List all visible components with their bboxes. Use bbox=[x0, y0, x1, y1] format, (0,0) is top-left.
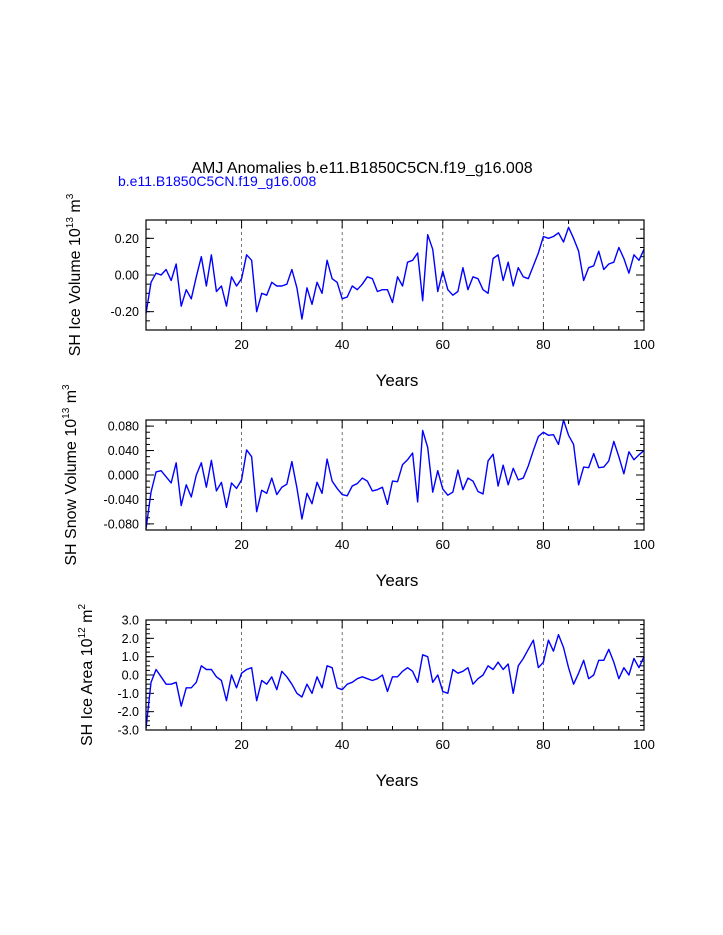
x-tick-label: 20 bbox=[234, 537, 248, 552]
x-tick-label: 60 bbox=[436, 337, 450, 352]
x-tick-label: 80 bbox=[536, 737, 550, 752]
plot-frame bbox=[145, 219, 645, 331]
y-tick-label: 1.0 bbox=[122, 650, 139, 664]
panels: 20 40 60 80 100 -0.20 0.00 0.20 Years SH Ice Volu… bbox=[61, 193, 655, 790]
x-tick-label: 20 bbox=[234, 337, 248, 352]
y-axis-label-unit: m bbox=[79, 610, 96, 628]
x-tick-label: 100 bbox=[633, 537, 655, 552]
y-tick-label: -0.080 bbox=[104, 517, 139, 531]
series-line bbox=[145, 419, 645, 529]
chart-panel-ice-area: 20 40 60 80 100 -3.0 -2.0 -1.0 0.0 1.0 2.0 3.0 Years… bbox=[77, 604, 655, 790]
y-axis-label-unit: m bbox=[63, 390, 80, 408]
x-axis-label: Years bbox=[376, 571, 419, 590]
y-axis-label: SH Ice Volume 1013 m3 bbox=[65, 193, 84, 356]
chart-title: AMJ Anomalies b.e11.B1850C5CN.f19_g16.00… bbox=[191, 160, 532, 177]
y-tick-label: -0.040 bbox=[104, 493, 139, 507]
y-axis-label-main: SH Ice Area 10 bbox=[79, 638, 96, 746]
x-tick-label: 80 bbox=[536, 337, 550, 352]
chart-panel-ice-volume: 20 40 60 80 100 -0.20 0.00 0.20 Years SH Ice Volu… bbox=[65, 193, 655, 390]
y-axis-label-exponent: 13 bbox=[65, 217, 76, 229]
y-tick-label: 0.000 bbox=[108, 469, 139, 483]
chart-panel-snow-volume: 20 40 60 80 100 -0.080 -0.040 0.000 0.040 0.080 Ye… bbox=[61, 384, 655, 590]
y-tick-label: 0.040 bbox=[108, 444, 139, 458]
x-tick-label: 60 bbox=[436, 737, 450, 752]
y-axis-label-unit-exponent: 3 bbox=[65, 193, 76, 199]
x-axis-label: Years bbox=[376, 771, 419, 790]
x-tick-label: 100 bbox=[633, 737, 655, 752]
x-axis-label: Years bbox=[376, 371, 419, 390]
y-axis-label: SH Ice Area 1012 m2 bbox=[77, 604, 96, 747]
y-axis-label-exponent: 13 bbox=[61, 407, 72, 419]
x-tick-label: 40 bbox=[335, 537, 349, 552]
plot-frame bbox=[145, 619, 645, 731]
y-axis-label-unit-exponent: 2 bbox=[77, 604, 88, 610]
y-axis-label-exponent: 12 bbox=[77, 627, 88, 639]
y-tick-label: 0.0 bbox=[122, 669, 139, 683]
y-tick-label: 2.0 bbox=[122, 632, 139, 646]
y-tick-label: 0.20 bbox=[115, 232, 139, 246]
series-line bbox=[145, 633, 645, 729]
y-tick-label: -3.0 bbox=[117, 724, 139, 738]
y-axis-label-main: SH Snow Volume 10 bbox=[63, 419, 80, 566]
y-tick-label: -0.20 bbox=[111, 305, 140, 319]
y-tick-label: -2.0 bbox=[117, 705, 139, 719]
y-tick-label: 0.00 bbox=[115, 269, 139, 283]
y-tick-label: -1.0 bbox=[117, 687, 139, 701]
x-tick-label: 80 bbox=[536, 537, 550, 552]
x-tick-label: 100 bbox=[633, 337, 655, 352]
x-tick-label: 40 bbox=[335, 737, 349, 752]
y-tick-label: 0.080 bbox=[108, 420, 139, 434]
legend-label: b.e11.B1850C5CN.f19_g16.008 bbox=[118, 173, 316, 189]
x-tick-label: 40 bbox=[335, 337, 349, 352]
y-axis-label-unit: m bbox=[67, 199, 84, 217]
y-axis-label-unit-exponent: 3 bbox=[61, 384, 72, 390]
y-tick-label: 3.0 bbox=[122, 614, 139, 628]
x-tick-label: 20 bbox=[234, 737, 248, 752]
plot-frame bbox=[145, 419, 645, 531]
y-axis-label-main: SH Ice Volume 10 bbox=[67, 228, 84, 356]
y-axis-label: SH Snow Volume 1013 m3 bbox=[61, 384, 80, 566]
series-line bbox=[145, 226, 645, 320]
x-tick-label: 60 bbox=[436, 537, 450, 552]
